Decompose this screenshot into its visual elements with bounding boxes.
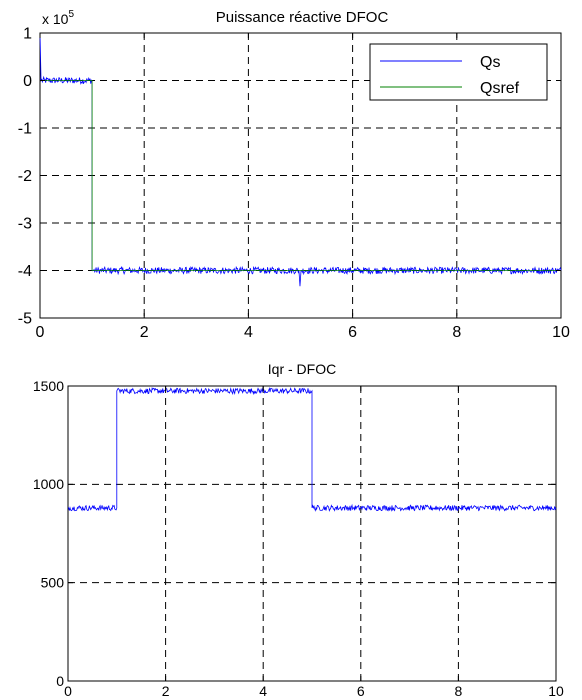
x-tick-label: 8 [455,683,463,699]
x-tick-label: 4 [259,683,267,699]
y-exponent-prefix: x 10 [42,11,69,27]
x-tick-label: 0 [64,683,72,699]
x-tick-label: 6 [357,683,365,699]
x-ticks: 0 2 4 6 8 10 [64,386,564,699]
x-ticks: 0 2 4 6 8 10 [36,33,570,341]
data-lines [67,387,557,512]
y-tick-label: 1000 [33,476,64,492]
series-qs-line [39,32,562,287]
y-tick-label: 0 [56,673,64,689]
x-tick-label: 2 [140,324,149,341]
y-exponent-label: x 105 [42,9,74,27]
y-tick-label: 1500 [33,378,64,394]
x-tick-label: 0 [36,324,45,341]
y-exponent-power: 5 [68,9,74,20]
x-tick-label: 4 [244,324,253,341]
data-lines [39,32,562,287]
series-line [67,387,557,512]
y-tick-label: 0 [23,73,32,90]
y-tick-label: 500 [41,575,65,591]
y-tick-label: -1 [18,121,32,138]
y-tick-label: -4 [18,263,32,280]
y-ticks: 1 0 -1 -2 -3 -4 -5 [18,26,561,328]
series-qsref-line [40,80,561,271]
chart-reactive-power: Puissance réactive DFOC x 105 0 2 4 6 8 10 10… [18,9,570,341]
x-tick-label: 6 [348,324,357,341]
chart-title: Puissance réactive DFOC [216,9,389,26]
legend-box [369,43,548,101]
y-tick-label: -3 [18,216,32,233]
legend: Qs Qsref [369,43,548,101]
x-tick-label: 10 [552,324,570,341]
y-ticks: 0 500 1000 1500 [33,378,556,689]
chart-title: Iqr - DFOC [268,361,336,377]
chart-iqr: Iqr - DFOC 0 2 4 6 8 10 0 500 1000 1500 [33,361,564,699]
x-tick-label: 2 [162,683,170,699]
legend-label-qs: Qs [480,54,500,71]
y-tick-label: 1 [23,26,32,43]
legend-label-qsref: Qsref [480,80,520,97]
y-tick-label: -2 [18,168,32,185]
y-tick-label: -5 [18,311,32,328]
x-tick-label: 8 [452,324,461,341]
x-tick-label: 10 [548,683,564,699]
